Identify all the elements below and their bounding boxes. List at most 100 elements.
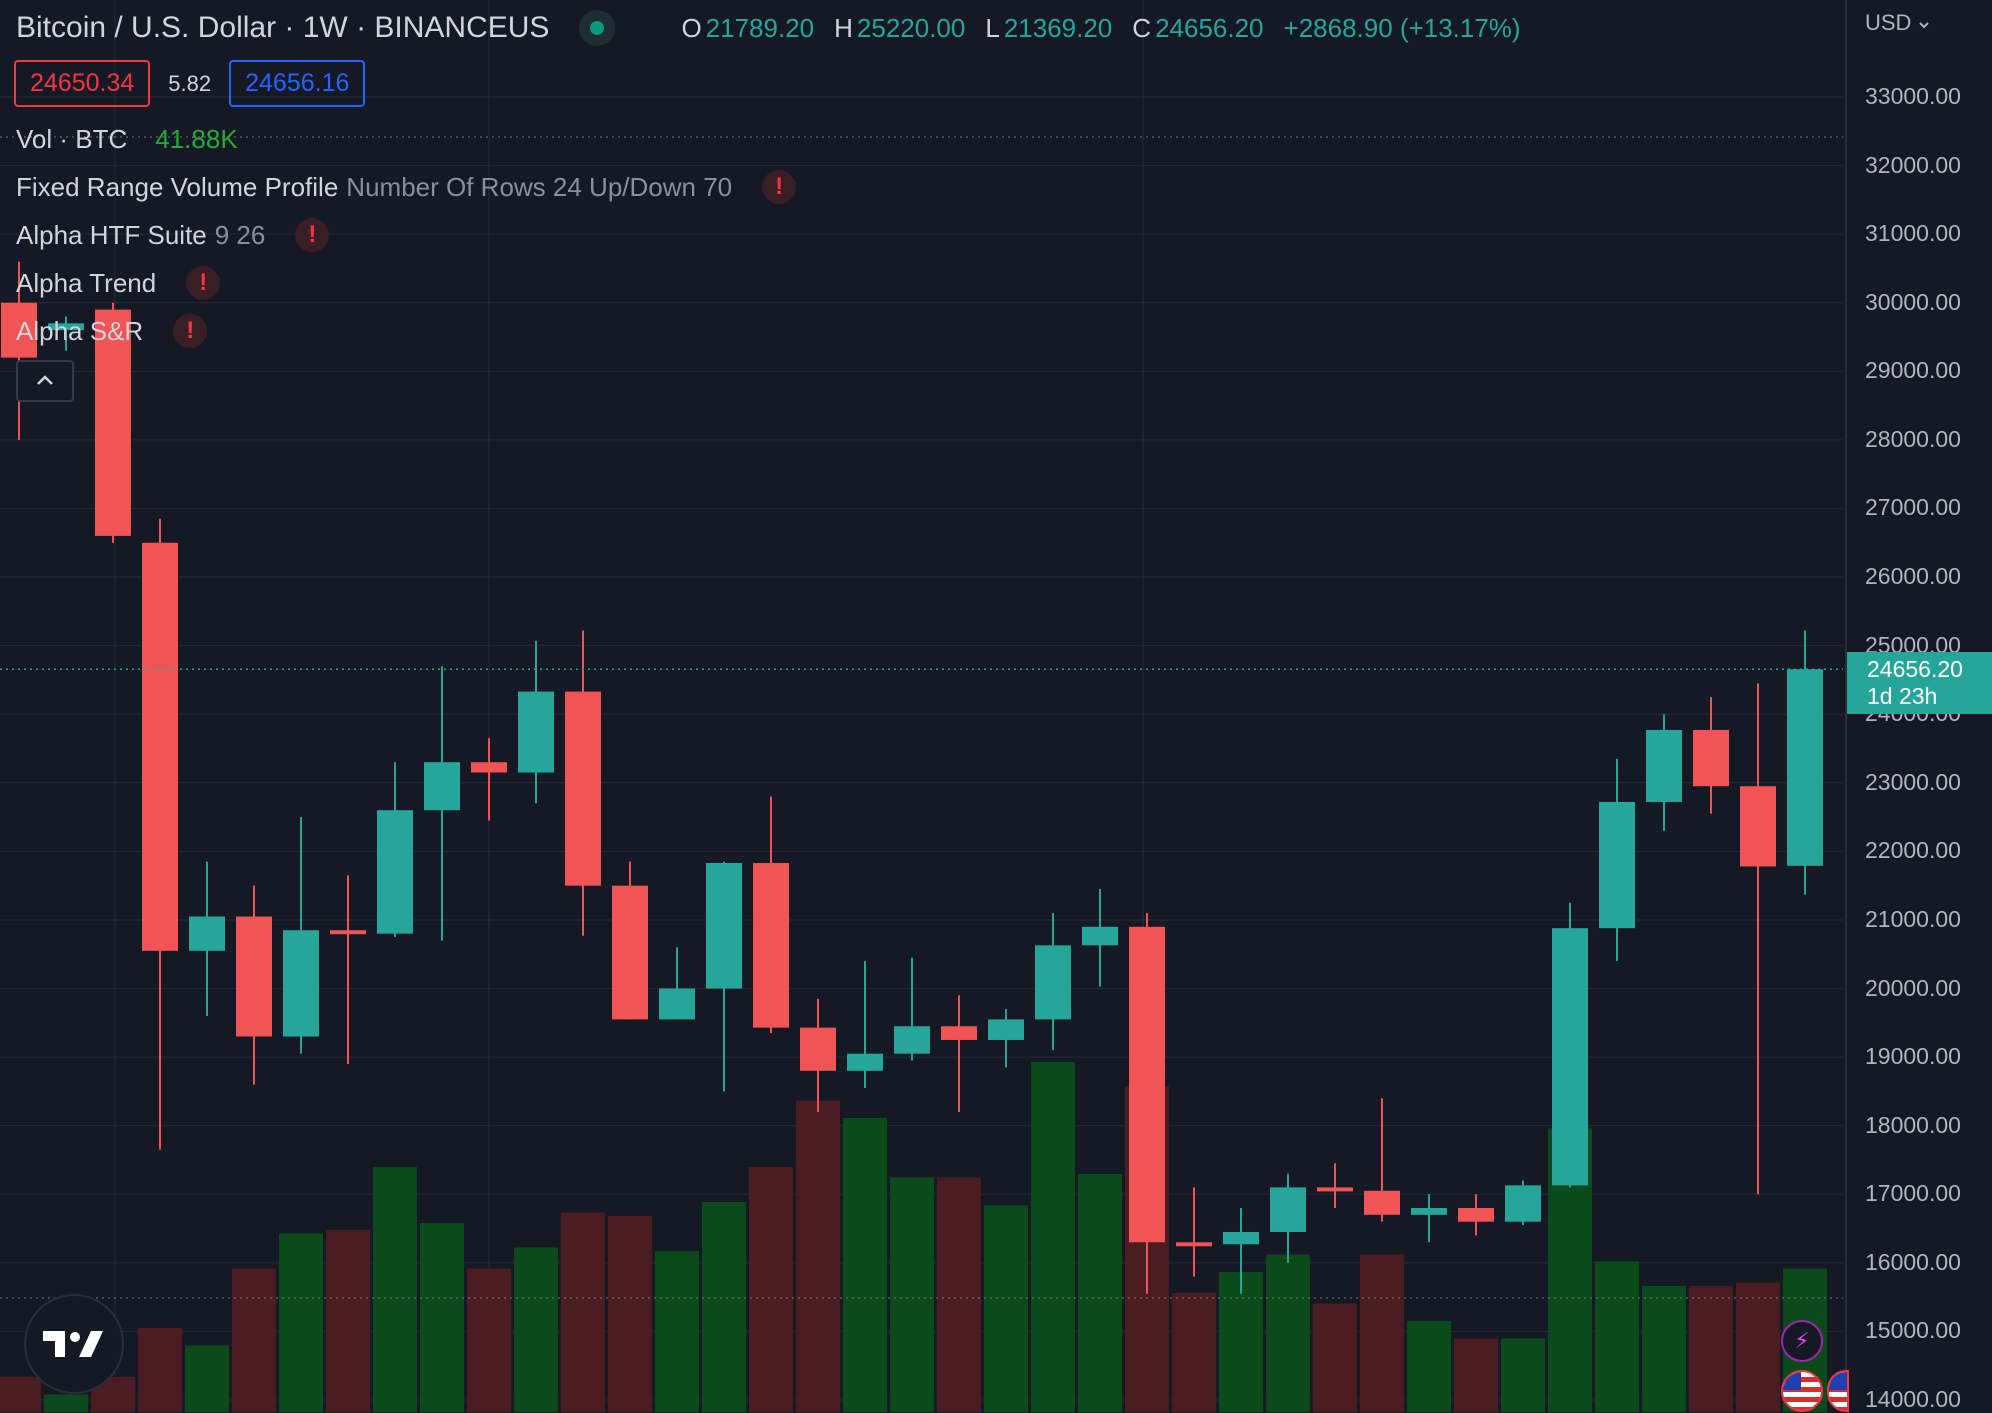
candle-up xyxy=(1646,714,1682,831)
volume-bar xyxy=(1407,1321,1451,1412)
volume-bar xyxy=(232,1268,276,1412)
indicator-alpha-htf-suite[interactable]: Alpha HTF Suite 9 26 ! xyxy=(16,218,330,252)
buy-price-button[interactable]: 24656.16 xyxy=(229,60,366,107)
y-tick-label: 18000.00 xyxy=(1865,1111,1961,1138)
candle-down xyxy=(753,796,789,1034)
currency-selector[interactable]: USD xyxy=(1865,10,1930,36)
candle-down xyxy=(612,861,648,1020)
y-tick-label: 15000.00 xyxy=(1865,1317,1961,1344)
candle-body xyxy=(283,930,319,1037)
volume-bar xyxy=(1266,1254,1310,1412)
candle-up xyxy=(1223,1207,1259,1294)
sell-price-button[interactable]: 24650.34 xyxy=(14,60,151,107)
candle-down xyxy=(1740,683,1776,1195)
candle-body xyxy=(330,930,366,935)
warning-icon[interactable]: ! xyxy=(186,266,221,300)
candle-body xyxy=(471,762,507,773)
candle-down xyxy=(1,261,37,440)
candle-body xyxy=(1599,801,1635,929)
indicator-name: Alpha S&R xyxy=(16,315,144,346)
y-tick-label: 17000.00 xyxy=(1865,1180,1961,1207)
candle-body xyxy=(1082,926,1118,946)
candle-up xyxy=(847,961,883,1088)
y-tick-label: 29000.00 xyxy=(1865,357,1961,384)
volume-bar xyxy=(0,1377,41,1412)
collapse-legend-button[interactable] xyxy=(16,360,74,402)
candle-down xyxy=(95,302,131,543)
candlesticks xyxy=(1,261,1823,1294)
market-open-status-icon[interactable] xyxy=(579,10,616,46)
volume-bar xyxy=(1078,1174,1122,1412)
candle-up xyxy=(189,861,225,1016)
candle-down xyxy=(565,630,601,936)
us-flag-icon[interactable] xyxy=(1781,1370,1823,1412)
candle-up xyxy=(1552,902,1588,1188)
warning-icon[interactable]: ! xyxy=(173,314,208,348)
candle-up xyxy=(424,666,460,941)
candle-body xyxy=(1458,1207,1494,1222)
candle-body xyxy=(753,863,789,1028)
candle-body xyxy=(706,863,742,989)
candle-up xyxy=(48,316,84,351)
candle-down xyxy=(1129,913,1165,1294)
lightning-icon[interactable]: ⚡ xyxy=(1781,1320,1823,1362)
candle-body xyxy=(518,691,554,773)
tradingview-logo[interactable] xyxy=(24,1294,124,1394)
volume-bar xyxy=(561,1212,605,1412)
candle-body xyxy=(1223,1231,1259,1245)
price-chart[interactable] xyxy=(0,0,1845,1412)
y-tick-label: 14000.00 xyxy=(1865,1386,1961,1412)
candle-body xyxy=(1552,928,1588,1186)
candle-body xyxy=(988,1019,1024,1040)
indicator-alpha-trend[interactable]: Alpha Trend ! xyxy=(16,266,221,300)
volume-bar xyxy=(843,1118,887,1412)
indicator-alpha-sr[interactable]: Alpha S&R ! xyxy=(16,314,208,348)
volume-bar xyxy=(44,1394,88,1412)
y-tick-label: 20000.00 xyxy=(1865,974,1961,1001)
candle-body xyxy=(894,1026,930,1054)
last-price-value: 24656.20 xyxy=(1867,656,1963,682)
candle-body xyxy=(48,323,84,331)
candle-up xyxy=(1270,1173,1306,1263)
ohlc-values: O 21789.20 H 25220.00 L 21369.20 C 24656.20 … xyxy=(665,13,1520,44)
y-tick-label: 30000.00 xyxy=(1865,288,1961,315)
candle-body xyxy=(941,1026,977,1040)
warning-icon[interactable]: ! xyxy=(295,218,330,252)
volume-bar xyxy=(608,1216,652,1412)
candle-up xyxy=(1082,889,1118,987)
y-tick-label: 26000.00 xyxy=(1865,563,1961,590)
indicator-fixed-range-volume-profile[interactable]: Fixed Range Volume Profile Number Of Row… xyxy=(16,170,797,204)
candle-down xyxy=(142,518,178,1150)
y-tick-label: 19000.00 xyxy=(1865,1043,1961,1070)
candle-body xyxy=(142,542,178,951)
candle-up xyxy=(659,947,695,1020)
volume-bar xyxy=(420,1223,464,1412)
volume-bar xyxy=(326,1230,370,1412)
warning-icon[interactable]: ! xyxy=(762,170,797,204)
volume-bar xyxy=(1642,1286,1686,1412)
spread-value: 5.82 xyxy=(168,70,212,96)
candle-body xyxy=(1317,1187,1353,1192)
volume-value: 41.88K xyxy=(155,124,238,154)
low-label: L xyxy=(985,12,1000,43)
candle-up xyxy=(1035,913,1071,1051)
chart-legend-header: Bitcoin / U.S. Dollar · 1W · BINANCEUS O… xyxy=(16,10,1521,46)
candle-body xyxy=(612,885,648,1020)
candle-down xyxy=(1458,1194,1494,1236)
y-tick-label: 28000.00 xyxy=(1865,425,1961,452)
candle-down xyxy=(330,875,366,1064)
volume-bar xyxy=(1736,1282,1780,1412)
indicator-name: Vol · BTC xyxy=(16,124,128,154)
candle-body xyxy=(1270,1187,1306,1232)
symbol-title[interactable]: Bitcoin / U.S. Dollar · 1W · BINANCEUS xyxy=(16,11,550,44)
indicator-volume[interactable]: Vol · BTC 41.88K xyxy=(16,124,238,155)
candle-body xyxy=(1693,729,1729,787)
volume-bar xyxy=(702,1202,746,1412)
indicator-name: Alpha HTF Suite xyxy=(16,219,207,250)
low-value: 21369.20 xyxy=(1003,12,1113,43)
volume-bar xyxy=(467,1268,511,1412)
candle-up xyxy=(1505,1180,1541,1226)
candle-body xyxy=(1646,729,1682,802)
high-label: H xyxy=(834,12,853,43)
candle-down xyxy=(1693,697,1729,814)
